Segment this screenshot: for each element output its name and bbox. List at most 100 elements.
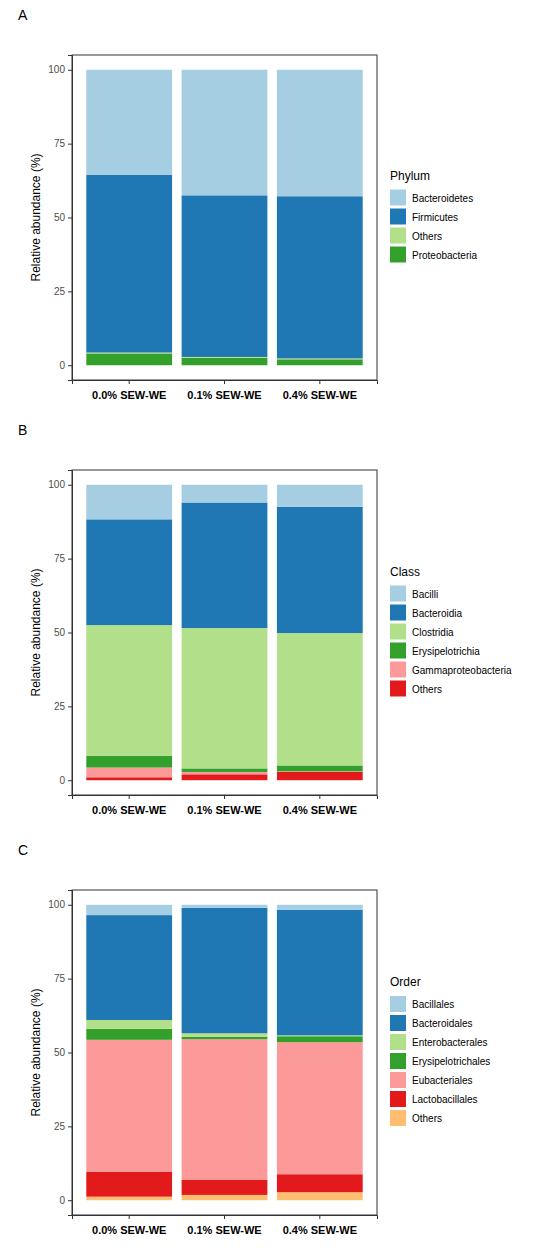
bar-segment — [86, 756, 172, 768]
bar-segment — [182, 503, 268, 629]
x-tick-label: 0.0% SEW-WE — [92, 1224, 166, 1236]
legend-label: Bacteroidetes — [412, 193, 473, 204]
legend: OrderBacillalesBacteroidalesEnterobacter… — [390, 975, 490, 1126]
legend-label: Erysipelotrichales — [412, 1056, 490, 1067]
x-axis-line — [73, 381, 378, 385]
x-tick-mark — [129, 795, 130, 799]
legend: ClassBacilliBacteroidiaClostridiaErysipe… — [390, 565, 512, 697]
legend-swatch — [390, 643, 406, 659]
legend-swatch — [390, 190, 406, 206]
legend-swatch — [390, 681, 406, 697]
y-tick-mark — [68, 1200, 72, 1201]
bar-segment — [182, 358, 268, 365]
bar-segment — [277, 1036, 363, 1042]
y-tick: 0 — [59, 1195, 72, 1206]
legend-swatch — [390, 1034, 406, 1050]
y-tick: 50 — [54, 212, 72, 223]
y-tick-label: 50 — [54, 212, 66, 223]
y-tick-label: 75 — [54, 138, 66, 149]
y-tick: 50 — [54, 627, 72, 638]
panel-label: A — [18, 7, 28, 23]
y-tick-label: 50 — [54, 627, 66, 638]
bar-segment — [277, 772, 363, 780]
x-tick-label: 0.0% SEW-WE — [92, 804, 166, 816]
x-tick-mark — [129, 1215, 130, 1219]
y-tick: 100 — [48, 479, 72, 490]
bar-segment — [277, 633, 363, 765]
y-tick-label: 25 — [54, 701, 66, 712]
x-tick-mark — [224, 1215, 225, 1219]
bar-segment — [277, 905, 363, 910]
x-axis-line — [73, 796, 378, 800]
x-tick: 0.4% SEW-WE — [283, 380, 357, 401]
x-tick-mark — [319, 380, 320, 384]
bar-segment — [86, 353, 172, 365]
y-tick-label: 25 — [54, 1121, 66, 1132]
y-tick: 75 — [54, 138, 72, 149]
bars — [86, 485, 362, 780]
y-axis: 0 25 50 75 100 — [48, 56, 72, 381]
y-tick-mark — [68, 905, 72, 906]
bar-segment — [86, 777, 172, 780]
y-tick-label: 75 — [54, 973, 66, 984]
legend-label: Others — [412, 684, 442, 695]
y-tick-mark — [68, 1053, 72, 1054]
x-tick-label: 0.4% SEW-WE — [283, 1224, 357, 1236]
x-tick-label: 0.0% SEW-WE — [92, 389, 166, 401]
bar-segment — [182, 628, 268, 768]
bar-segment — [277, 70, 363, 196]
y-axis-line — [68, 891, 73, 1216]
y-tick-label: 0 — [59, 1195, 65, 1206]
x-tick: 0.1% SEW-WE — [187, 1215, 261, 1236]
bar-segment — [86, 905, 172, 915]
y-tick-mark — [68, 291, 72, 292]
legend-title: Order — [390, 975, 421, 989]
legend: PhylumBacteroidetesFirmicutesOthersProte… — [390, 169, 477, 263]
legend-label: Bacteroidales — [412, 1018, 473, 1029]
y-tick-mark — [68, 365, 72, 366]
plot-frame — [72, 470, 377, 795]
y-tick: 0 — [59, 360, 72, 371]
legend-swatch — [390, 605, 406, 621]
x-tick-mark — [319, 795, 320, 799]
legend-swatch — [390, 1091, 406, 1107]
bar-segment — [277, 359, 363, 365]
x-tick-label: 0.1% SEW-WE — [187, 804, 261, 816]
y-tick: 100 — [48, 64, 72, 75]
legend-swatch — [390, 624, 406, 640]
legend-title: Class — [390, 565, 420, 579]
legend-swatch — [390, 209, 406, 225]
x-tick: 0.1% SEW-WE — [187, 795, 261, 816]
y-tick-label: 25 — [54, 286, 66, 297]
x-tick-label: 0.4% SEW-WE — [283, 804, 357, 816]
y-tick-mark — [68, 485, 72, 486]
y-tick-label: 100 — [48, 64, 65, 75]
x-tick: 0.1% SEW-WE — [187, 380, 261, 401]
x-axis: 0.0% SEW-WE 0.1% SEW-WE 0.4% SEW-WE — [73, 1215, 378, 1236]
panel: A 0 25 50 75 100 0.0% SEW-WE 0.1% SEW-WE 0.4% SE… — [18, 7, 477, 401]
y-tick-mark — [68, 780, 72, 781]
panel-label: C — [18, 842, 28, 858]
bar-segment — [86, 1197, 172, 1201]
bars — [86, 70, 362, 365]
y-tick: 25 — [54, 701, 72, 712]
bar-segment — [182, 905, 268, 908]
y-tick: 75 — [54, 973, 72, 984]
y-tick-mark — [68, 706, 72, 707]
bar-segment — [86, 1040, 172, 1172]
bar-segment — [277, 1042, 363, 1174]
y-axis-title: Relative abundance (%) — [29, 153, 43, 281]
y-tick-mark — [68, 144, 72, 145]
legend-swatch — [390, 228, 406, 244]
bar-segment — [182, 485, 268, 503]
bar-segment — [277, 765, 363, 771]
y-tick-label: 50 — [54, 1047, 66, 1058]
x-tick-label: 0.1% SEW-WE — [187, 1224, 261, 1236]
bar-segment — [86, 625, 172, 756]
bar-segment — [182, 1033, 268, 1037]
bar-segment — [86, 175, 172, 353]
legend-title: Phylum — [390, 169, 430, 183]
legend-label: Bacillales — [412, 999, 454, 1010]
x-axis: 0.0% SEW-WE 0.1% SEW-WE 0.4% SEW-WE — [73, 795, 378, 816]
y-tick: 25 — [54, 286, 72, 297]
